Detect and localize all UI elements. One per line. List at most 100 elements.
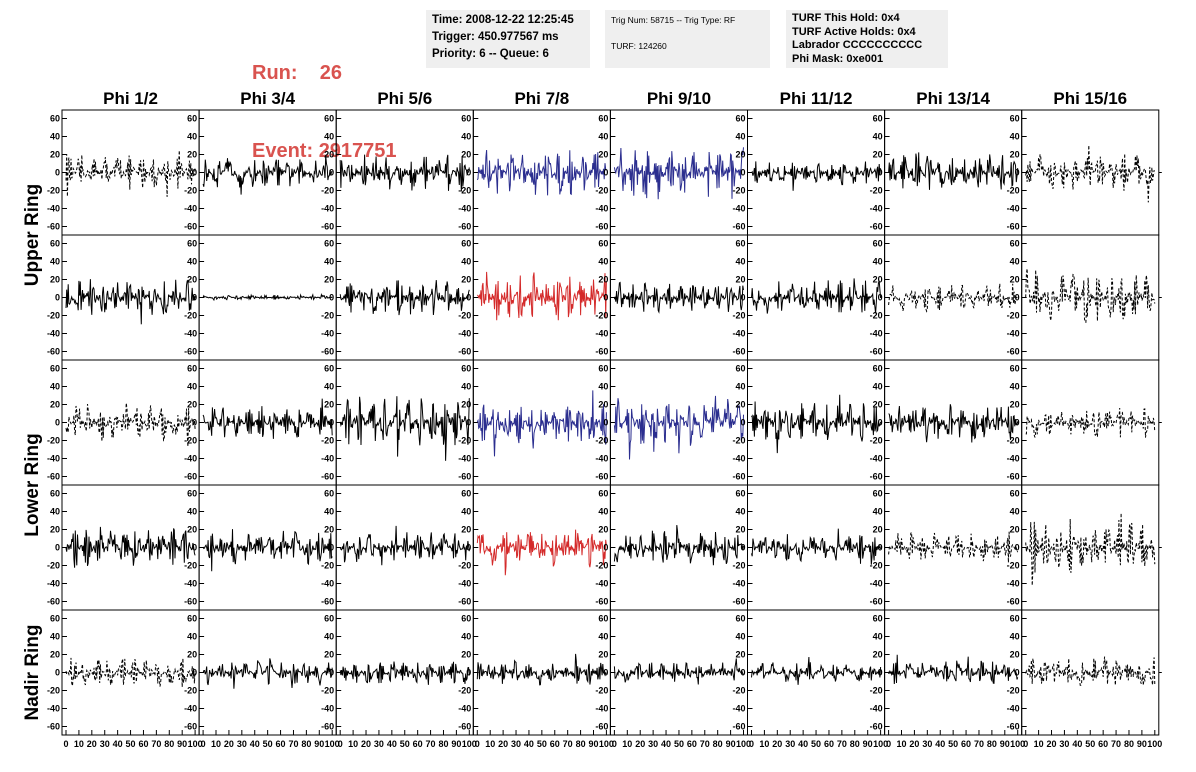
- panel-frame: [1021, 359, 1160, 486]
- y-tick-label: -20: [1007, 436, 1020, 446]
- waveform-trace: [1025, 513, 1156, 586]
- phi-mask-text: Phi Mask: 0xe001: [792, 52, 884, 65]
- y-tick-label: 60: [187, 114, 197, 124]
- y-tick-label: -60: [595, 347, 608, 357]
- ring-label: Upper Ring: [22, 184, 43, 286]
- y-tick-label: 40: [461, 632, 471, 642]
- y-tick-label: -20: [184, 186, 197, 196]
- y-tick-label: -40: [732, 329, 745, 339]
- y-tick-label: -20: [458, 561, 471, 571]
- column-header: Phi 5/6: [377, 89, 432, 108]
- y-tick-label: 20: [50, 525, 60, 535]
- x-tick-label: 30: [1059, 739, 1069, 749]
- x-tick-label: 80: [301, 739, 311, 749]
- y-tick-label: -20: [458, 686, 471, 696]
- y-tick-label: -60: [321, 722, 334, 732]
- y-tick-label: -20: [870, 311, 883, 321]
- y-tick-label: -40: [184, 329, 197, 339]
- y-tick-label: -20: [870, 561, 883, 571]
- y-tick-label: 0: [192, 668, 197, 678]
- x-tick-label: 60: [276, 739, 286, 749]
- x-tick-label: 20: [498, 739, 508, 749]
- y-tick-label: -60: [184, 472, 197, 482]
- y-tick-label: -40: [870, 454, 883, 464]
- waveform-trace: [1025, 656, 1156, 686]
- y-tick-label: 40: [598, 257, 608, 267]
- y-tick-label: 20: [873, 275, 883, 285]
- waveform-trace: [476, 149, 607, 196]
- y-tick-label: 20: [50, 400, 60, 410]
- ring-label: Lower Ring: [22, 433, 43, 536]
- y-tick-label: 20: [187, 650, 197, 660]
- y-tick-label: -20: [321, 561, 334, 571]
- trigger-text: Trigger: 450.977567 ms: [432, 31, 559, 43]
- y-tick-label: -60: [870, 722, 883, 732]
- x-tick-label: 100: [325, 739, 340, 749]
- x-tick-label: 70: [151, 739, 161, 749]
- column-header: Phi 9/10: [647, 89, 711, 108]
- y-tick-label: 60: [324, 114, 334, 124]
- waveform-trace: [65, 657, 196, 688]
- ring-label: Nadir Ring: [22, 624, 43, 720]
- y-tick-label: -40: [47, 454, 60, 464]
- x-tick-label: 40: [1072, 739, 1082, 749]
- y-tick-label: 20: [873, 525, 883, 535]
- y-tick-label: 20: [735, 650, 745, 660]
- y-tick-label: -60: [870, 597, 883, 607]
- x-tick-label: 100: [188, 739, 203, 749]
- labrador-text: Labrador CCCCCCCCCC: [792, 39, 923, 51]
- x-tick-label: 100: [1010, 739, 1025, 749]
- y-tick-label: 40: [187, 632, 197, 642]
- panel-frame: [609, 234, 749, 361]
- y-tick-label: 60: [324, 239, 334, 249]
- y-tick-label: 0: [603, 543, 608, 553]
- y-tick-label: -40: [47, 704, 60, 714]
- time-info-box: Time: 2008-12-22 12:25:45 Trigger: 450.9…: [426, 10, 590, 68]
- x-tick-label: 20: [361, 739, 371, 749]
- y-tick-label: 40: [50, 632, 60, 642]
- y-tick-label: 20: [461, 400, 471, 410]
- y-tick-label: 40: [324, 257, 334, 267]
- waveform-trace: [202, 155, 333, 195]
- y-tick-label: 20: [598, 650, 608, 660]
- y-tick-label: -20: [184, 311, 197, 321]
- y-tick-label: 60: [50, 239, 60, 249]
- y-tick-label: -40: [321, 579, 334, 589]
- y-tick-label: 60: [598, 614, 608, 624]
- y-tick-label: -40: [321, 329, 334, 339]
- y-tick-label: 0: [192, 543, 197, 553]
- y-tick-label: 20: [187, 400, 197, 410]
- y-tick-label: -60: [184, 722, 197, 732]
- waveform-trace: [613, 525, 744, 566]
- y-tick-label: 40: [461, 132, 471, 142]
- run-value: 26: [319, 62, 343, 84]
- y-tick-label: 60: [50, 114, 60, 124]
- y-tick-label: 20: [735, 400, 745, 410]
- trig-num-text: Trig Num: 58715 -- Trig Type: RF: [611, 15, 736, 25]
- y-tick-label: -40: [870, 704, 883, 714]
- y-tick-label: -40: [47, 579, 60, 589]
- y-tick-label: -40: [321, 704, 334, 714]
- waveform-trace: [65, 526, 196, 568]
- waveform-trace: [339, 661, 470, 685]
- y-tick-label: 60: [873, 114, 883, 124]
- y-tick-label: -40: [870, 329, 883, 339]
- y-tick-label: 20: [324, 650, 334, 660]
- y-tick-label: 0: [1015, 668, 1020, 678]
- y-tick-label: 20: [50, 275, 60, 285]
- x-tick-label: 20: [1047, 739, 1057, 749]
- waveform-trace: [613, 147, 744, 200]
- x-tick-label: 10: [622, 739, 632, 749]
- x-tick-label: 70: [288, 739, 298, 749]
- y-tick-label: 0: [329, 168, 334, 178]
- y-tick-label: -60: [870, 347, 883, 357]
- y-tick-label: -40: [321, 454, 334, 464]
- x-tick-label: 60: [687, 739, 697, 749]
- y-tick-label: 40: [1010, 507, 1020, 517]
- y-tick-label: 60: [187, 239, 197, 249]
- y-tick-label: -40: [595, 329, 608, 339]
- event-label: Event:: [252, 140, 314, 162]
- y-tick-label: 0: [603, 418, 608, 428]
- y-tick-label: -20: [47, 561, 60, 571]
- y-tick-label: 40: [598, 132, 608, 142]
